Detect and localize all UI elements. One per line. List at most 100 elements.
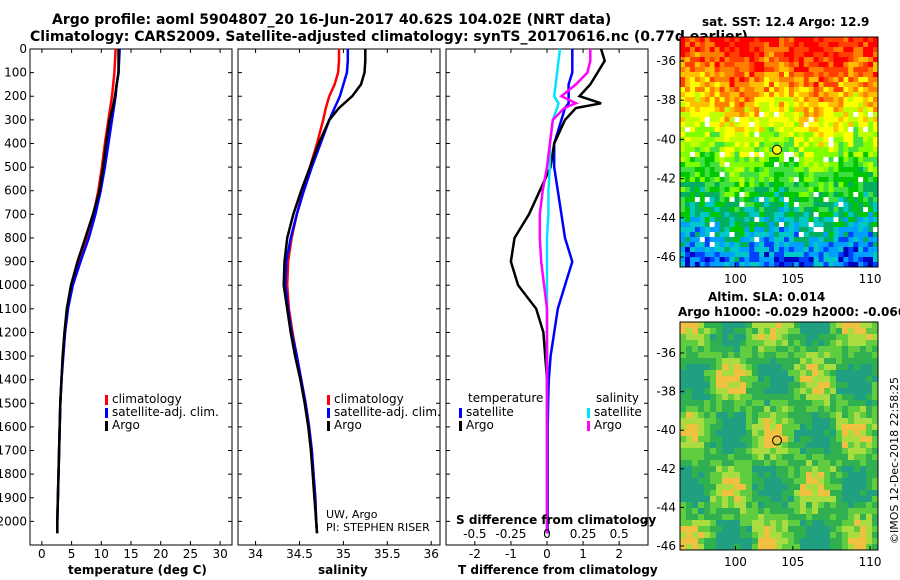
sst-cell — [744, 67, 750, 73]
sst-cell — [739, 247, 745, 253]
sla-cell — [758, 466, 765, 473]
sla-cell — [812, 418, 819, 425]
sla-cell — [854, 544, 861, 551]
sla-cell — [836, 544, 843, 551]
sla-cell — [680, 490, 687, 497]
depth-tick-label: 100 — [4, 66, 27, 80]
sst-cell — [868, 97, 874, 103]
sla-cell — [830, 496, 837, 503]
sla-cell — [722, 490, 729, 497]
sla-cell — [842, 478, 849, 485]
sst-cell — [729, 92, 735, 98]
sla-cell — [800, 532, 807, 539]
sst-cell — [779, 117, 785, 123]
sst-cell — [798, 37, 805, 43]
sla-cell — [848, 400, 855, 407]
sst-cell — [793, 217, 800, 223]
legend-title-temperature: temperature — [468, 391, 543, 405]
sla-cell — [842, 520, 849, 527]
sla-cell — [758, 508, 765, 515]
sla-cell — [866, 490, 873, 497]
sla-cell — [722, 382, 729, 389]
sla-cell — [734, 400, 741, 407]
sla-cell — [686, 352, 693, 359]
sla-cell — [710, 436, 717, 443]
sst-cell — [843, 62, 849, 68]
sst-cell — [719, 217, 725, 223]
sst-cell — [833, 147, 839, 153]
sst-cell — [858, 252, 864, 258]
sst-cell — [813, 262, 819, 268]
sst-cell — [798, 257, 805, 263]
sst-cell — [843, 122, 849, 128]
sst-cell — [764, 247, 770, 253]
legend-label: satellite-adj. clim. — [334, 405, 441, 419]
sla-cell — [716, 508, 723, 515]
x-tick-label: 0 — [543, 547, 551, 561]
sst-cell — [680, 232, 686, 238]
sla-cell — [758, 352, 765, 359]
sla-cell — [722, 466, 729, 473]
sla-cell — [836, 322, 843, 329]
sla-cell — [764, 394, 771, 401]
sst-cell — [719, 142, 725, 148]
sla-cell — [854, 424, 861, 431]
sla-cell — [716, 448, 723, 455]
sla-cell — [848, 496, 855, 503]
sst-cell — [764, 212, 770, 218]
sla-cell — [764, 460, 771, 467]
sst-cell — [793, 242, 800, 248]
legend-swatch — [105, 421, 108, 431]
sst-cell — [734, 157, 740, 163]
sst-cell — [798, 137, 805, 143]
sla-cell — [764, 358, 771, 365]
sst-cell — [798, 122, 805, 128]
sst-cell — [744, 167, 750, 173]
sst-cell — [704, 102, 711, 108]
sst-cell — [749, 172, 755, 178]
sst-cell — [868, 122, 874, 128]
sst-cell — [774, 177, 780, 183]
sst-cell — [680, 162, 686, 168]
sst-cell — [868, 162, 874, 168]
sst-cell — [848, 202, 854, 208]
sst-cell — [848, 147, 854, 153]
sst-cell — [838, 137, 844, 143]
sst-cell — [858, 107, 864, 113]
sla-cell — [788, 532, 795, 539]
sst-cell — [843, 167, 849, 173]
sla-cell — [800, 334, 807, 341]
sst-cell — [779, 172, 785, 178]
sst-cell — [868, 117, 874, 123]
sst-cell — [685, 82, 691, 88]
x2-tick-label: -0.25 — [495, 527, 526, 541]
sla-cell — [716, 418, 723, 425]
sla-cell — [806, 478, 813, 485]
sla-cell — [776, 520, 783, 527]
sst-cell — [749, 162, 755, 168]
sla-cell — [806, 490, 813, 497]
sst-cell — [784, 197, 790, 203]
sla-cell — [794, 424, 801, 431]
sst-cell — [699, 182, 706, 188]
sla-cell — [680, 382, 687, 389]
sst-cell — [724, 132, 730, 138]
sla-cell — [710, 394, 717, 401]
sst-cell — [779, 72, 785, 78]
sst-cell — [873, 102, 879, 108]
sst-cell — [823, 102, 829, 108]
legend-label: Argo — [334, 418, 362, 432]
sst-cell — [858, 257, 864, 263]
sst-cell — [714, 97, 720, 103]
sst-cell — [764, 82, 770, 88]
sst-cell — [729, 112, 735, 118]
sla-cell — [854, 370, 861, 377]
sst-cell — [749, 37, 755, 43]
sst-cell — [709, 252, 716, 258]
sst-cell — [848, 37, 854, 43]
sla-cell — [740, 460, 747, 467]
sla-cell — [752, 370, 759, 377]
sst-cell — [764, 182, 770, 188]
sst-cell — [764, 37, 770, 43]
sla-cell — [710, 454, 717, 461]
